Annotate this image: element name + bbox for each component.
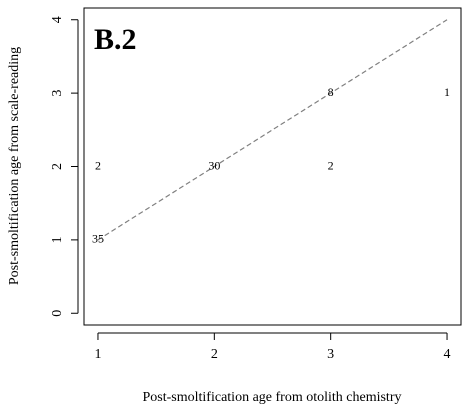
count-label: 2 [328,158,334,172]
count-label: 30 [208,158,220,172]
y-tick-label: 0 [50,310,65,317]
count-label: 8 [328,85,334,99]
y-axis-title: Post-smoltification age from scale-readi… [7,47,22,285]
x-tick-label: 4 [444,347,451,362]
count-label: 2 [95,158,101,172]
y-tick-label: 2 [50,163,65,170]
x-tick-label: 3 [327,347,334,362]
chart-title: B.2 [94,23,137,56]
reference-line [97,19,448,241]
y-tick-label: 1 [50,236,65,243]
y-tick-label: 3 [50,90,65,97]
y-tick-label: 4 [50,16,65,23]
count-label: 1 [444,85,450,99]
x-tick-label: 1 [94,347,101,362]
count-label: 35 [92,232,104,246]
x-axis-title: Post-smoltification age from otolith che… [143,390,402,405]
plot-box [83,7,462,326]
x-tick-label: 2 [211,347,218,362]
